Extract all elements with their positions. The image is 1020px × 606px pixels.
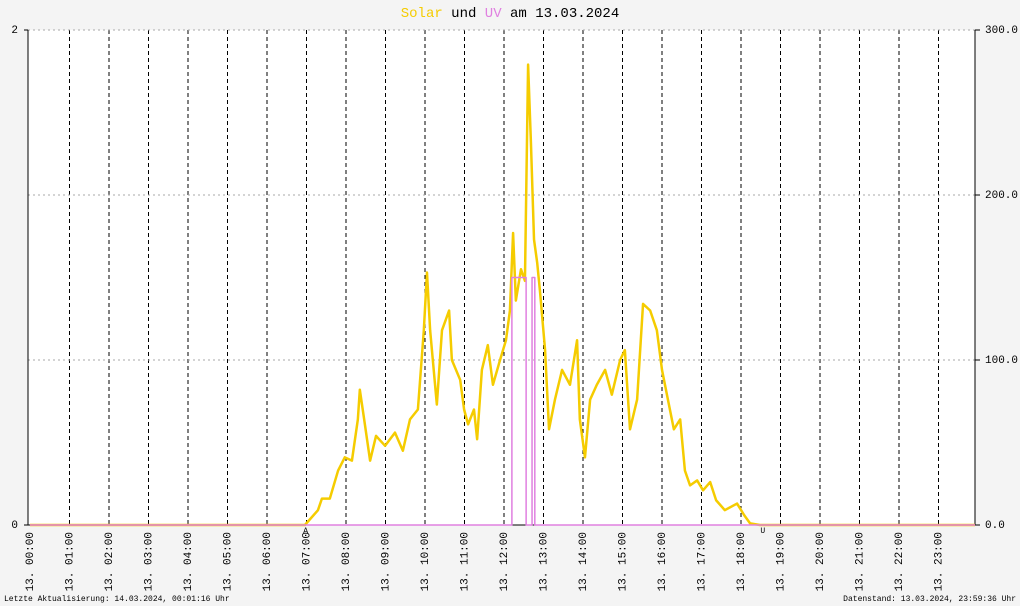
title-date: am 13.03.2024 (510, 6, 619, 22)
x-tick-label: 13. 02:00 (104, 532, 116, 591)
x-tick-label: 13. 05:00 (222, 532, 234, 591)
x-tick-label: 13. 14:00 (578, 532, 590, 591)
x-tick-label: 13. 12:00 (499, 532, 511, 591)
x-tick-label: 13. 17:00 (696, 532, 708, 591)
x-tick-label: 13. 09:00 (380, 532, 392, 591)
title-connector: und (451, 6, 476, 22)
x-tick-label: 13. 16:00 (657, 532, 669, 591)
x-tick-label: 13. 21:00 (854, 532, 866, 591)
footer-left: Letzte Aktualisierung: 14.03.2024, 00:01… (4, 595, 230, 604)
y2-tick-label: 0.0 (985, 520, 1005, 532)
x-tick-label: 13. 08:00 (341, 532, 353, 591)
x-tick-label: 13. 07:00 (301, 532, 313, 591)
y2-tick-label: 100.0 (985, 355, 1018, 367)
x-tick-label: 13. 19:00 (775, 532, 787, 591)
title-uv: UV (485, 6, 502, 22)
x-tick-label: 13. 23:00 (933, 532, 945, 591)
x-tick-label: 13. 10:00 (420, 532, 432, 591)
y2-tick-label: 300.0 (985, 25, 1018, 37)
chart-title: Solar und UV am 13.03.2024 (401, 6, 619, 22)
y-tick-label: 0 (11, 520, 18, 532)
x-tick-label: 13. 06:00 (262, 532, 274, 591)
x-tick-label: 13. 13:00 (538, 532, 550, 591)
x-tick-label: 13. 22:00 (894, 532, 906, 591)
x-tick-label: 13. 20:00 (815, 532, 827, 591)
series-line (30, 276, 975, 526)
x-tick-label: 13. 01:00 (64, 532, 76, 591)
title-solar: Solar (401, 6, 443, 22)
footer-right: Datenstand: 13.03.2024, 23:59:36 Uhr (843, 595, 1016, 604)
series-line (30, 63, 975, 527)
x-tick-label: 13. 00:00 (25, 532, 37, 591)
y2-tick-label: 200.0 (985, 190, 1018, 202)
x-tick-label: 13. 15:00 (617, 532, 629, 591)
x-tick-label: 13. 18:00 (736, 532, 748, 591)
plot-area (28, 30, 975, 525)
annotation: U (760, 527, 765, 536)
x-tick-label: 13. 04:00 (183, 532, 195, 591)
y-tick-label: 2 (11, 25, 18, 37)
x-tick-label: 13. 03:00 (143, 532, 155, 591)
x-tick-label: 13. 11:00 (459, 532, 471, 591)
annotation: A (303, 527, 308, 536)
